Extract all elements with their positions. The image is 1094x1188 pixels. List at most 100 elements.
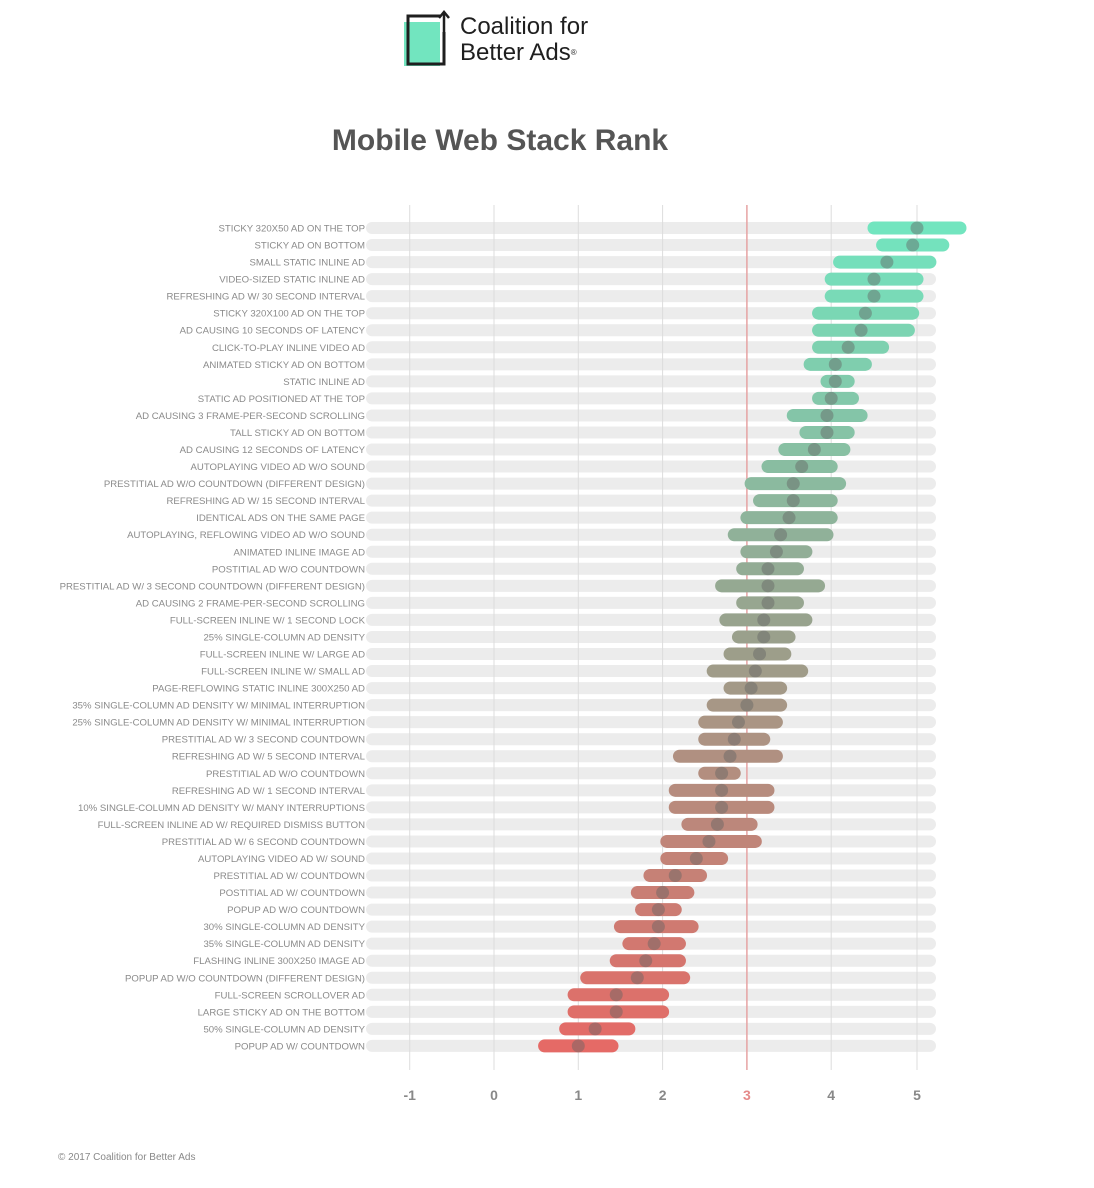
row-label: STATIC INLINE AD [283, 377, 365, 388]
mean-dot [769, 545, 783, 559]
mean-dot [854, 323, 868, 337]
mean-dot [820, 408, 834, 422]
mean-dot [656, 886, 670, 900]
mean-dot [588, 1022, 602, 1036]
row-label: AUTOPLAYING, REFLOWING VIDEO AD W/O SOUN… [127, 530, 365, 541]
row-label: 50% SINGLE-COLUMN AD DENSITY [203, 1024, 365, 1035]
row-label: VIDEO-SIZED STATIC INLINE AD [219, 275, 365, 286]
row-label: PRESTITIAL AD W/O COUNTDOWN [206, 769, 365, 780]
row-label: TALL STICKY AD ON BOTTOM [230, 428, 365, 439]
mean-dot [651, 903, 665, 917]
row-label: FULL-SCREEN INLINE W/ LARGE AD [200, 650, 365, 661]
logo-mark-icon [404, 10, 450, 66]
row-label: STATIC AD POSITIONED AT THE TOP [198, 394, 365, 405]
mean-dot [651, 920, 665, 934]
mean-dot [841, 340, 855, 354]
mean-dot [867, 272, 881, 286]
row-label: STICKY 320X100 AD ON THE TOP [213, 309, 365, 320]
row-label: POSTITIAL AD W/ COUNTDOWN [219, 888, 365, 899]
copyright-footer: © 2017 Coalition for Better Ads [58, 1152, 196, 1163]
row-label: FULL-SCREEN INLINE W/ 1 SECOND LOCK [170, 615, 366, 626]
row-label: CLICK-TO-PLAY INLINE VIDEO AD [212, 343, 365, 354]
mean-dot [757, 613, 771, 627]
mean-dot [710, 817, 724, 831]
mean-dot [609, 988, 623, 1002]
mean-dot [744, 681, 758, 695]
mean-dot [630, 971, 644, 985]
row-label: ANIMATED INLINE IMAGE AD [234, 547, 366, 558]
mean-dot [702, 834, 716, 848]
row-label: POPUP AD W/O COUNTDOWN [227, 905, 365, 916]
row-label: SMALL STATIC INLINE AD [249, 258, 365, 269]
row-label: AD CAUSING 12 SECONDS OF LATENCY [180, 445, 366, 456]
row-label: FULL-SCREEN INLINE W/ SMALL AD [201, 667, 365, 678]
row-label: AD CAUSING 2 FRAME-PER-SECOND SCROLLING [136, 598, 365, 609]
row-label: REFRESHING AD W/ 5 SECOND INTERVAL [172, 752, 366, 763]
mean-dot [647, 937, 661, 951]
row-label: REFRESHING AD W/ 30 SECOND INTERVAL [167, 292, 366, 303]
mean-dot [715, 800, 729, 814]
row-label: REFRESHING AD W/ 15 SECOND INTERVAL [167, 496, 366, 507]
row-label: FLASHING INLINE 300X250 IMAGE AD [193, 956, 365, 967]
row-label: POSTITIAL AD W/O COUNTDOWN [212, 564, 365, 575]
row-label: AUTOPLAYING VIDEO AD W/ SOUND [198, 854, 365, 865]
row-label: PRESTITIAL AD W/ 3 SECOND COUNTDOWN [162, 735, 365, 746]
mean-dot [828, 357, 842, 371]
mean-dot [761, 579, 775, 593]
logo-line-2: Better Ads® [460, 40, 588, 66]
mean-dot [609, 1005, 623, 1019]
row-label: 10% SINGLE-COLUMN AD DENSITY W/ MANY INT… [78, 803, 365, 814]
mean-dot [761, 562, 775, 576]
row-label: PAGE-REFLOWING STATIC INLINE 300X250 AD [152, 684, 365, 695]
mean-dot [727, 732, 741, 746]
mean-dot [786, 477, 800, 491]
mean-dot [715, 766, 729, 780]
x-tick-label: -1 [403, 1087, 416, 1103]
row-label: FULL-SCREEN SCROLLOVER AD [215, 990, 365, 1001]
row-label: AD CAUSING 3 FRAME-PER-SECOND SCROLLING [136, 411, 365, 422]
mean-dot [906, 238, 920, 252]
logo-line-1: Coalition for [460, 13, 589, 40]
row-label: ANIMATED STICKY AD ON BOTTOM [203, 360, 365, 371]
mean-dot [731, 715, 745, 729]
mean-dot [740, 698, 754, 712]
row-label: PRESTITIAL AD W/ 3 SECOND COUNTDOWN (DIF… [60, 581, 365, 592]
mean-dot [880, 255, 894, 269]
mean-dot [858, 306, 872, 320]
registered-mark: ® [570, 48, 577, 57]
mean-dot [668, 869, 682, 883]
row-label: POPUP AD W/O COUNTDOWN (DIFFERENT DESIGN… [125, 973, 365, 984]
mean-dot [867, 289, 881, 303]
mean-dot [761, 596, 775, 610]
x-tick-label: 0 [490, 1087, 498, 1103]
chart-title: Mobile Web Stack Rank [331, 124, 669, 157]
mean-dot [723, 749, 737, 763]
row-label: PRESTITIAL AD W/O COUNTDOWN (DIFFERENT D… [104, 479, 365, 490]
row-label: REFRESHING AD W/ 1 SECOND INTERVAL [172, 786, 366, 797]
x-tick-label: 5 [913, 1087, 921, 1103]
row-label: AUTOPLAYING VIDEO AD W/O SOUND [191, 462, 366, 473]
logo-line-2-text: Better Ads [460, 39, 571, 66]
mean-dot [757, 630, 771, 644]
x-tick-label: 4 [827, 1087, 835, 1103]
mean-dot [689, 851, 703, 865]
mean-dot [782, 511, 796, 525]
coalition-logo: Coalition for Better Ads® [400, 10, 640, 72]
mean-dot [786, 494, 800, 508]
mean-dot [639, 954, 653, 968]
mean-dot [753, 647, 767, 661]
row-label: POPUP AD W/ COUNTDOWN [235, 1041, 365, 1052]
x-tick-label: 2 [659, 1087, 667, 1103]
mean-dot [828, 374, 842, 388]
mean-dot [807, 443, 821, 457]
mean-dot [571, 1039, 585, 1053]
row-label: 25% SINGLE-COLUMN AD DENSITY [203, 632, 365, 643]
row-label: FULL-SCREEN INLINE AD W/ REQUIRED DISMIS… [98, 820, 365, 831]
mean-dot [910, 221, 924, 235]
x-tick-label: 3 [743, 1087, 751, 1103]
row-label: STICKY AD ON BOTTOM [254, 241, 365, 252]
row-label: 35% SINGLE-COLUMN AD DENSITY [203, 939, 365, 950]
row-label: 25% SINGLE-COLUMN AD DENSITY W/ MINIMAL … [72, 718, 365, 729]
mean-dot [795, 460, 809, 474]
row-label: PRESTITIAL AD W/ 6 SECOND COUNTDOWN [162, 837, 365, 848]
